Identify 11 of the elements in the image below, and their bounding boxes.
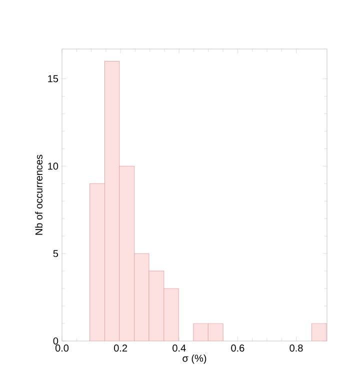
y-tick-label: 5 [53,250,58,258]
x-tick-label: 0.2 [114,344,128,352]
y-tick-label: 10 [48,162,58,170]
x-tick-label: 0.8 [290,344,303,352]
x-tick-label: 0.0 [55,344,69,352]
x-axis-title: σ (%) [182,354,206,364]
x-tick-label: 0.4 [172,344,186,352]
y-tick-label: 0 [53,337,58,345]
x-tick-label: 0.6 [231,344,244,352]
y-tick-label: 15 [48,75,58,82]
y-axis-title: Nb of occurrences [35,154,42,235]
